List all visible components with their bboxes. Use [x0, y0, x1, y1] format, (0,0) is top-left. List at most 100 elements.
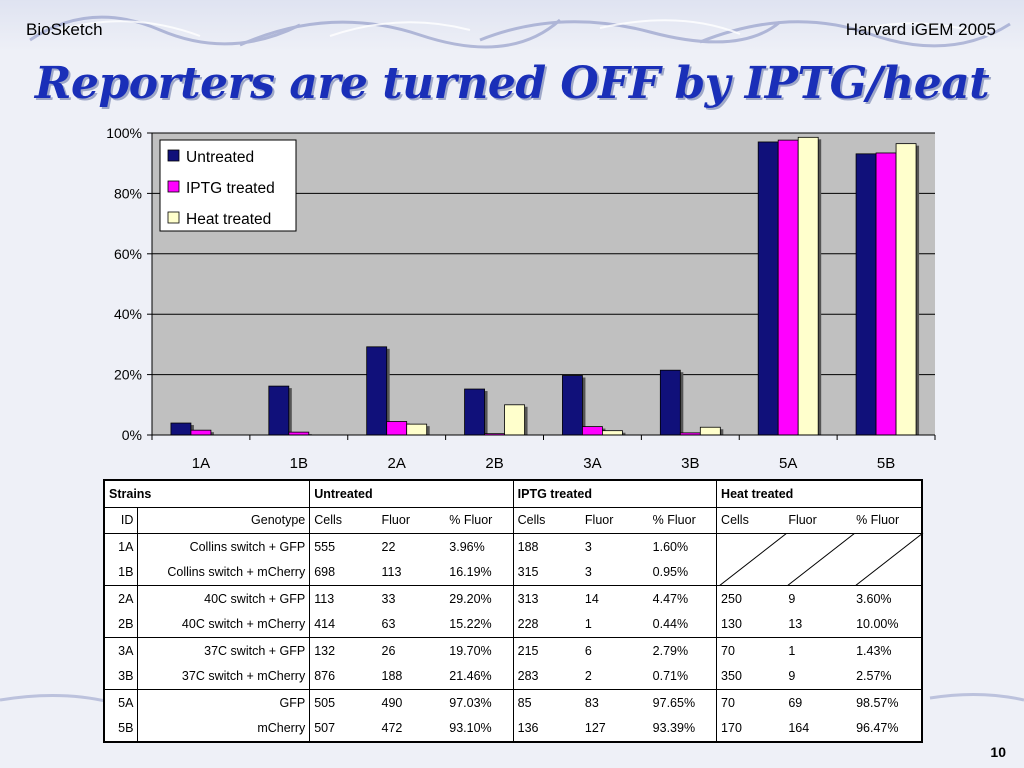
table-cell: 97.03%	[445, 689, 514, 716]
x-tick-label: 2A	[388, 455, 406, 472]
table-cell: 16.19%	[449, 565, 492, 580]
bar-1A-1	[190, 429, 212, 436]
table-cell: 350	[716, 663, 785, 690]
y-tick-label: 100%	[106, 125, 142, 141]
bar-5B-2	[895, 143, 917, 436]
table-cell: 127	[584, 721, 606, 736]
y-tick-label: 20%	[114, 367, 142, 383]
legend-swatch	[167, 180, 180, 193]
table-cell: 14	[580, 585, 649, 612]
table-cell: 313	[512, 585, 581, 612]
table-group-header-row: Strains Untreated IPTG treated Heat treated	[104, 480, 922, 507]
table-cell: 698	[309, 559, 378, 586]
bar-2B-0	[464, 388, 485, 436]
bar-1B-0	[268, 385, 290, 436]
table-row: 1A Collins switch + GFP 555 22 3.96% 188 3 1.60…	[104, 533, 922, 560]
table-cell: 414	[309, 611, 378, 638]
bar-5A-2	[797, 136, 819, 436]
y-tick-label: 0%	[122, 427, 142, 443]
table-cell: 1	[784, 637, 853, 664]
table-cell	[852, 533, 922, 560]
x-tick-label: 3B	[681, 455, 699, 472]
table-cell: 228	[512, 611, 581, 638]
table-row: 2B 40C switch + mCherry 414 63 15.22% 228 1 0.4…	[104, 611, 922, 638]
table-cell: % Fluor	[852, 506, 922, 534]
group-header: IPTG treated	[512, 480, 717, 507]
table-cell: 1.43%	[852, 637, 922, 664]
table-cell: 9	[788, 669, 796, 684]
table-cell: Collins switch + GFP	[137, 533, 310, 560]
table-cell: 96.47%	[856, 721, 899, 736]
table-cell: 555	[309, 533, 378, 560]
table-cell: 70	[716, 689, 785, 716]
table-cell: 130	[716, 611, 785, 638]
decorative-footer-band	[0, 690, 1024, 750]
table-cell: 93.39%	[652, 721, 696, 736]
table-cell: 3A	[104, 637, 139, 664]
table-cell: 250	[716, 585, 785, 612]
table-cell: 505	[309, 689, 378, 716]
table-cell: 22	[377, 533, 446, 560]
legend-label: Untreated	[186, 149, 254, 166]
table-cell: 19.70%	[445, 637, 514, 664]
table-cell: 472	[381, 721, 403, 736]
legend-label: Heat treated	[186, 211, 271, 228]
table-cell: Collins switch + mCherry	[167, 565, 306, 580]
legend-label: IPTG treated	[186, 180, 275, 197]
group-header: Untreated	[309, 480, 514, 507]
table-cell: 0.95%	[652, 565, 689, 580]
bar-1A-0	[170, 422, 192, 436]
table-cell: 40C switch + GFP	[137, 585, 310, 612]
table-cell	[852, 560, 922, 586]
table-cell: 113	[381, 565, 402, 580]
table-row: 5B mCherry 507 472 93.10% 136 127 93.39% 170 164 9…	[104, 715, 922, 742]
table-row: 1B Collins switch + mCherry 698 113 16.19% 31…	[104, 559, 922, 586]
table-cell: 33	[377, 585, 446, 612]
table-row: 3A 37C switch + GFP 132 26 19.70% 215 6 2.79% 70…	[104, 637, 922, 664]
decorative-header-band	[0, 0, 1024, 52]
table-cell: 0.71%	[652, 669, 689, 684]
table-cell: 170	[716, 715, 785, 742]
x-tick-label: 5A	[779, 455, 797, 472]
table-cell: mCherry	[257, 721, 306, 736]
table-cell: 21.46%	[449, 669, 492, 684]
table-cell: 2.79%	[648, 637, 717, 664]
table-cell: 188	[512, 533, 581, 560]
table-cell: 3.96%	[445, 533, 514, 560]
bar-2B-2	[504, 404, 525, 436]
y-tick-label: 80%	[114, 185, 142, 201]
table-cell: 3	[580, 533, 649, 560]
table-cell: 2A	[104, 585, 139, 612]
table-cell: 6	[580, 637, 649, 664]
bar-3A-1	[582, 426, 603, 436]
table-cell: 83	[580, 689, 649, 716]
table-cell: 5A	[104, 689, 139, 716]
y-tick-label: 40%	[114, 306, 142, 322]
table-cell: 4.47%	[648, 585, 717, 612]
x-tick-label: 1A	[192, 455, 210, 472]
table-cell: 26	[377, 637, 446, 664]
table-row: 5A GFP 505 490 97.03% 85 83 97.65% 70 69 98.57%	[104, 689, 922, 716]
table-cell: 93.10%	[449, 721, 492, 736]
table-cell: 113	[309, 585, 378, 612]
table-cell: 315	[512, 559, 581, 586]
table-cell: 3B	[104, 663, 139, 690]
table-cell: Fluor	[784, 506, 853, 534]
table-cell: 2	[584, 669, 592, 684]
page-number: 10	[990, 744, 1006, 760]
header-right-text: Harvard iGEM 2005	[845, 20, 996, 39]
table-cell	[784, 533, 853, 560]
table-cell: 9	[784, 585, 853, 612]
table-cell: 37C switch + GFP	[137, 637, 310, 664]
table-cell: Cells	[309, 506, 378, 534]
table-cell: Genotype	[137, 506, 310, 534]
data-table: Strains Untreated IPTG treated Heat treated…	[103, 479, 923, 743]
swirl-decoration	[29, 15, 1011, 49]
x-tick-label: 2B	[485, 455, 503, 472]
table-cell: 507	[309, 715, 378, 742]
bar-5B-0	[855, 153, 877, 436]
x-tick-label: 1B	[290, 455, 308, 472]
table-cell: 37C switch + mCherry	[181, 669, 306, 684]
table-cell: 164	[788, 721, 810, 736]
table-cell: 97.65%	[648, 689, 717, 716]
